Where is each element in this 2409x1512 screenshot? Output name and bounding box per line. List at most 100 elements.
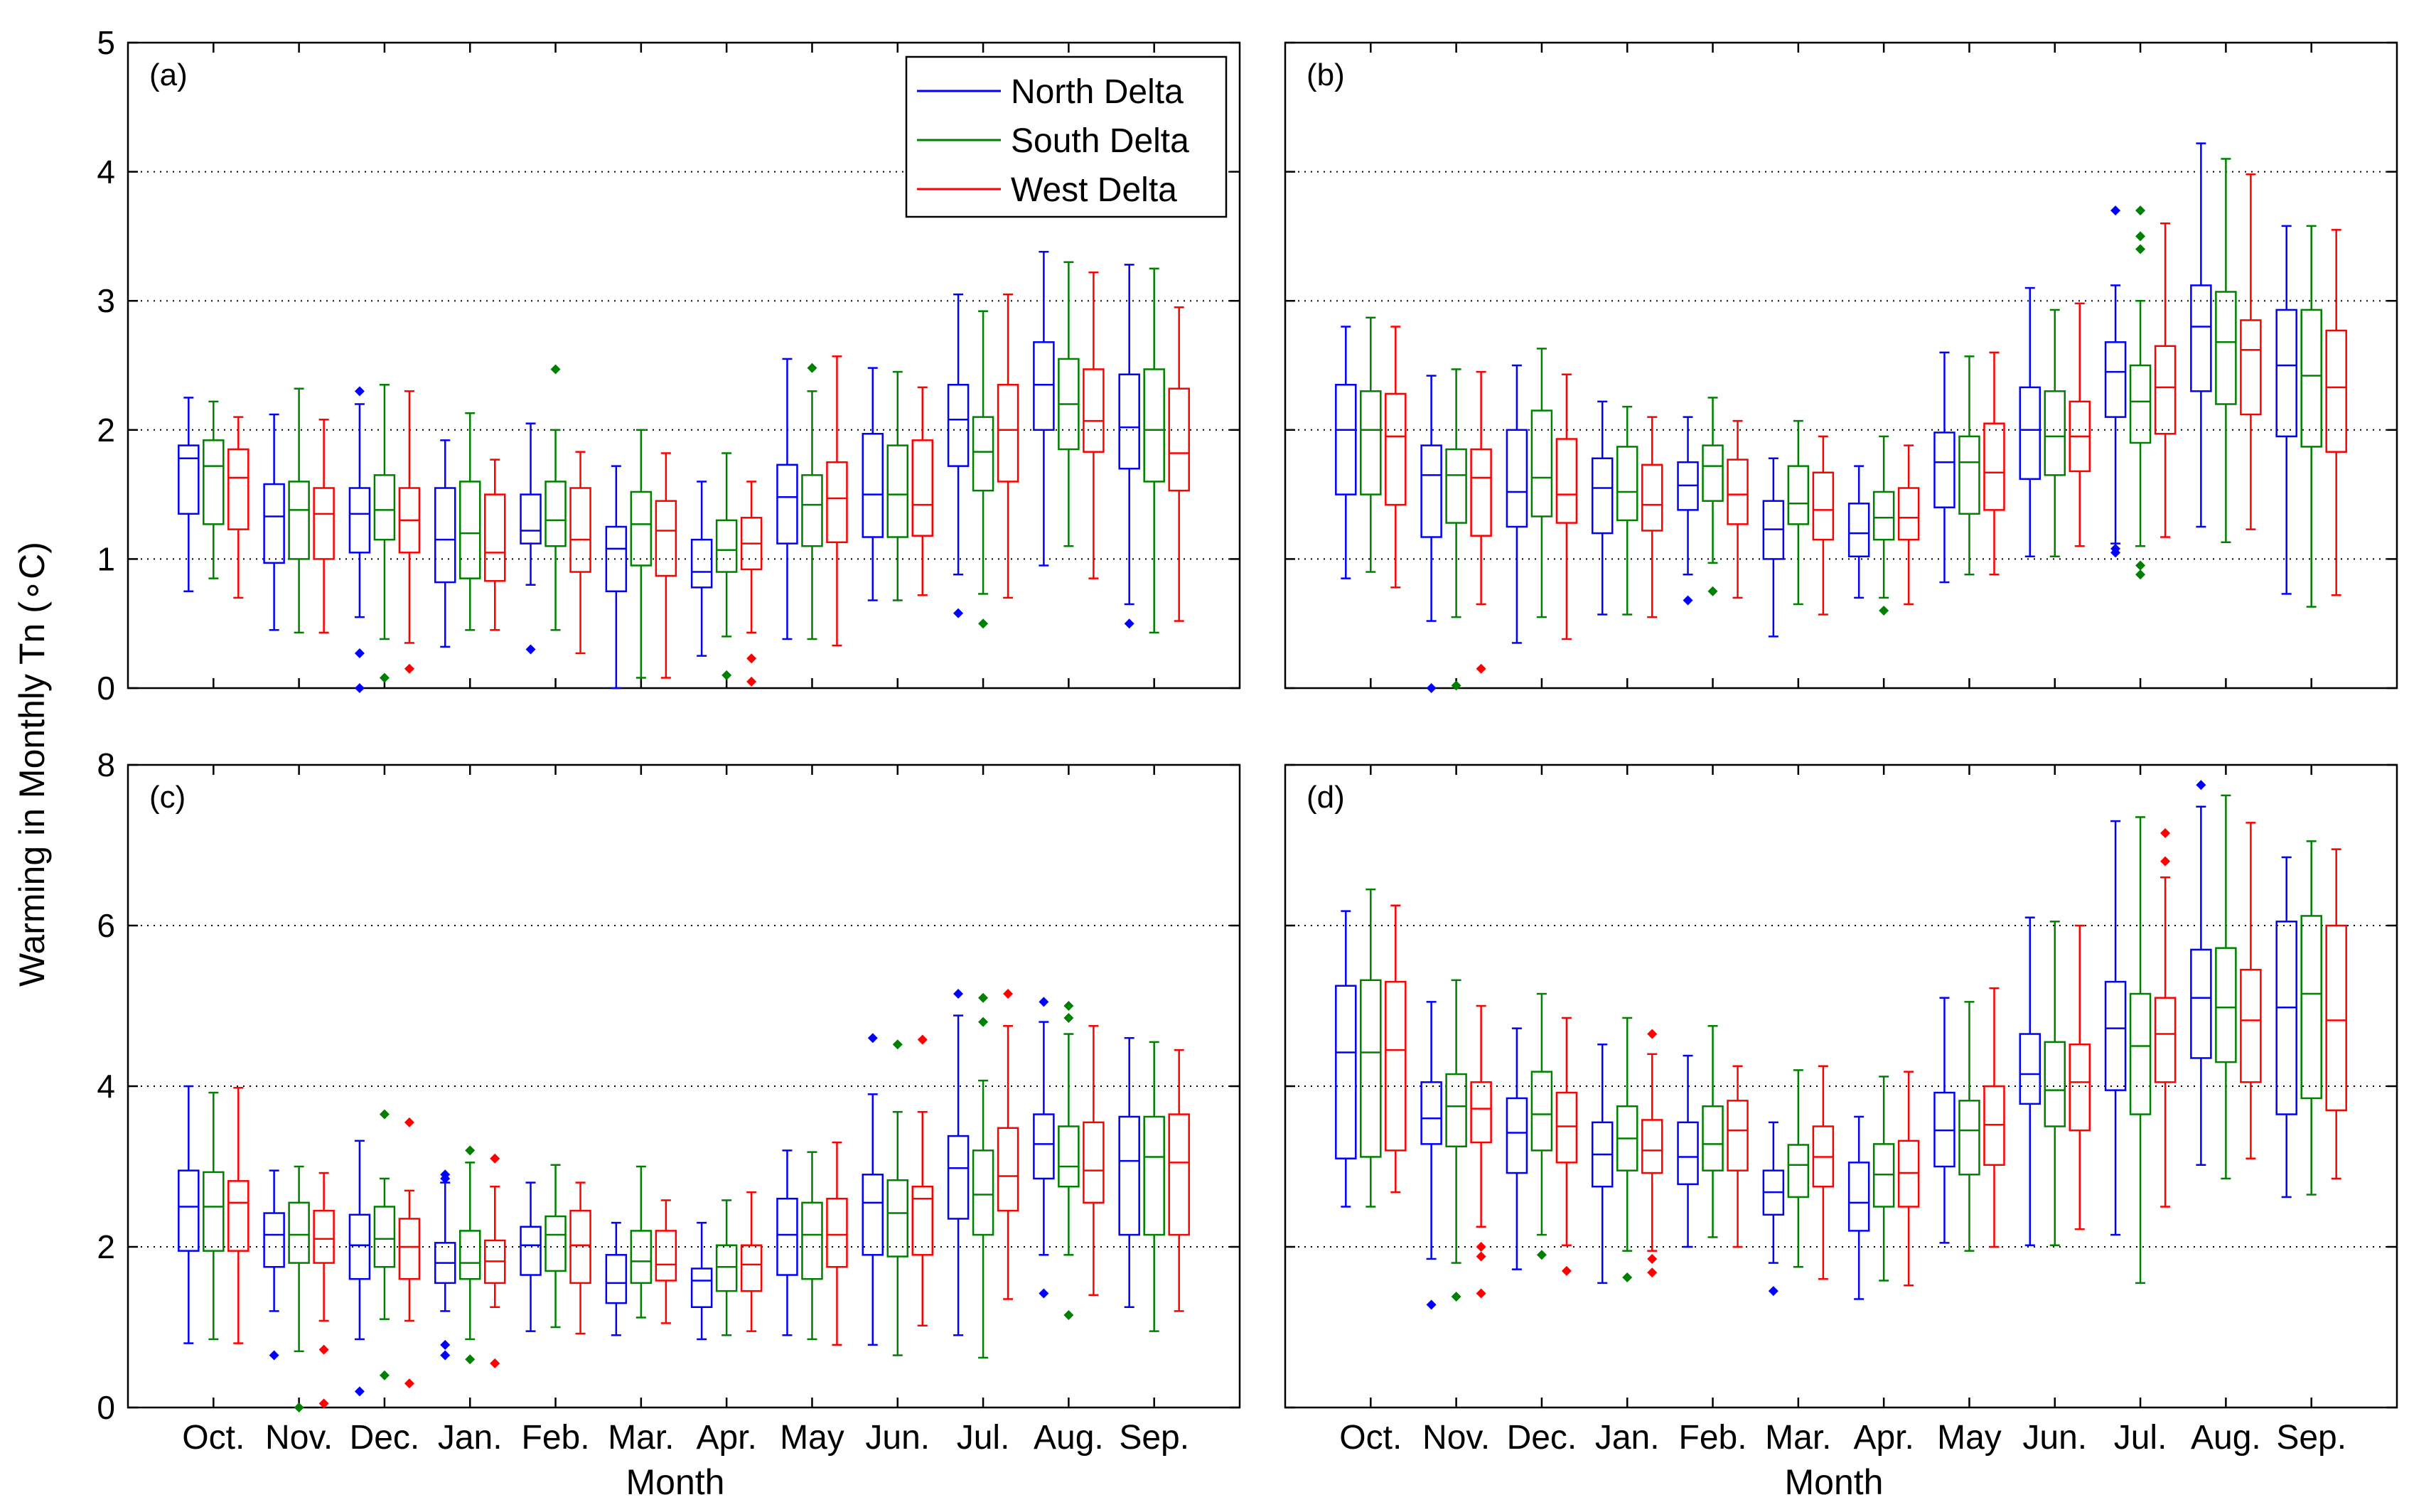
box-nov (1420, 1001, 1442, 1310)
iqr-box (1168, 1113, 1190, 1236)
iqr-box (1591, 457, 1614, 535)
box-oct (203, 400, 225, 579)
series-west-delta (1385, 173, 2347, 674)
outlier-point (354, 683, 365, 693)
iqr-box (2154, 345, 2177, 435)
iqr-box (1641, 1119, 1663, 1174)
outlier-point (1124, 618, 1134, 629)
box-sep (2275, 225, 2297, 595)
outlier-point (1063, 1001, 1074, 1011)
iqr-box (911, 439, 934, 537)
box-jun (2019, 286, 2042, 558)
x-tick-label: Aug. (1034, 1419, 1104, 1457)
outlier-point (1707, 586, 1718, 596)
box-jul (997, 293, 1019, 599)
outlier-point (1039, 997, 1049, 1007)
outlier-point (2110, 205, 2121, 216)
box-aug (2215, 158, 2237, 544)
iqr-box (1933, 431, 1955, 509)
iqr-box (947, 1135, 970, 1220)
box-apr (1897, 444, 1920, 606)
box-feb (1677, 1054, 1699, 1248)
axes-frame (127, 41, 1241, 690)
box-feb (1702, 1025, 1724, 1238)
outlier-point (2196, 780, 2206, 790)
iqr-box (313, 1209, 335, 1264)
panel-3: 0 2 4 6 8 Oct. Nov. Dec. Jan. Feb. Mar. Apr. May Jun.… (97, 746, 1241, 1457)
panel-label: (b) (1307, 58, 1345, 92)
panels: 0 1 2 3 4 5 (a) (b) 0 2 4 6 8 Oct. Nov. Dec. Jan. Feb. Mar… (97, 24, 2398, 1457)
box-feb (1702, 397, 1724, 596)
box-apr (715, 452, 738, 680)
box-aug (1033, 997, 1055, 1299)
axes-frame (1284, 41, 2398, 690)
panel-label: (a) (149, 58, 188, 92)
iqr-box (2129, 364, 2152, 444)
box-oct (1335, 326, 1357, 579)
box-jan (1616, 405, 1638, 616)
outlier-point (2135, 231, 2146, 242)
outlier-point (1451, 1292, 1461, 1302)
iqr-box (1083, 368, 1105, 453)
x-tick-label: Jun. (2022, 1419, 2087, 1457)
iqr-box (715, 519, 738, 573)
iqr-box (1143, 1115, 1165, 1236)
iqr-box (313, 487, 335, 560)
box-nov (263, 413, 285, 631)
box-oct (1335, 910, 1357, 1208)
box-mar (655, 1199, 677, 1324)
legend-label-north: North Delta (1011, 73, 1184, 111)
box-sep (1143, 267, 1165, 634)
y-tick-label: 8 (97, 746, 115, 783)
box-mar (630, 429, 653, 679)
box-jan (1591, 400, 1614, 616)
box-jul (972, 992, 994, 1359)
box-jun (911, 1034, 934, 1326)
iqr-box (1787, 1144, 1810, 1199)
box-feb (1677, 416, 1699, 606)
iqr-box (1118, 1115, 1140, 1236)
iqr-box (1445, 1073, 1467, 1148)
iqr-box (1897, 487, 1920, 541)
iqr-box (1445, 448, 1467, 524)
iqr-box (826, 1197, 848, 1268)
y-tick-label: 4 (97, 1068, 115, 1105)
x-tick-label: Feb. (522, 1419, 590, 1457)
box-jul (947, 989, 970, 1336)
box-oct (1385, 326, 1407, 589)
outlier-point (1426, 683, 1437, 693)
box-nov (1445, 979, 1467, 1302)
outlier-point (978, 618, 989, 629)
box-mar (1812, 435, 1835, 616)
iqr-box (348, 487, 371, 554)
y-tick-label: 4 (97, 154, 115, 191)
outlier-point (2135, 205, 2146, 216)
box-nov (288, 1165, 310, 1412)
panel-2: (b) (1284, 41, 2398, 693)
outlier-point (1426, 1299, 1437, 1310)
iqr-box (1530, 409, 1553, 518)
iqr-box (605, 525, 628, 593)
box-may (776, 1149, 798, 1336)
box-jun (862, 367, 884, 601)
iqr-box (178, 1169, 200, 1252)
y-tick-label: 2 (97, 412, 115, 449)
box-nov (1445, 368, 1467, 691)
iqr-box (1118, 373, 1140, 470)
x-axis-title-left: Month (626, 1462, 725, 1502)
box-aug (1083, 1025, 1105, 1297)
outlier-point (1768, 1286, 1778, 1297)
panel-1: 0 1 2 3 4 5 (a) (97, 24, 1241, 707)
iqr-box (2240, 319, 2262, 416)
series-south-delta (203, 261, 1165, 683)
box-dec (1506, 1027, 1528, 1270)
iqr-box (2129, 992, 2152, 1115)
iqr-box (2154, 997, 2177, 1083)
outlier-point (1003, 989, 1014, 999)
box-jul (947, 293, 970, 618)
box-mar (605, 1221, 628, 1336)
iqr-box (373, 474, 396, 541)
outlier-point (1476, 1288, 1486, 1299)
iqr-box (801, 1201, 823, 1280)
box-mar (1762, 457, 1785, 638)
